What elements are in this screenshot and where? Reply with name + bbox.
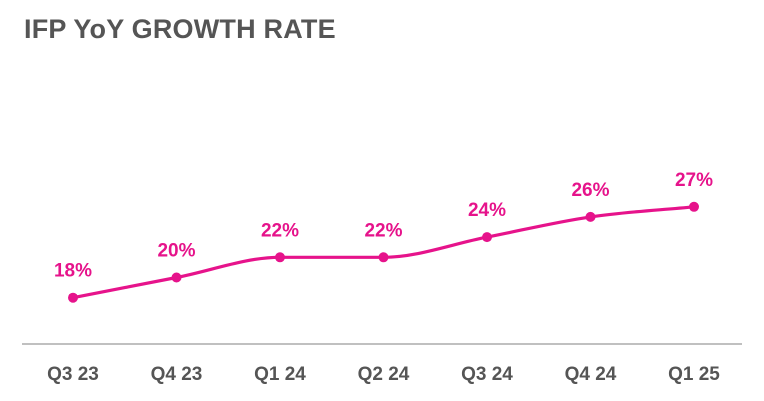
x-tick-labels: Q3 23 Q4 23 Q1 24 Q2 24 Q3 24 Q4 24 Q1 25 bbox=[47, 364, 720, 385]
data-label: 18% bbox=[54, 261, 92, 282]
data-point bbox=[378, 252, 389, 263]
data-point bbox=[68, 292, 78, 303]
data-label: 26% bbox=[571, 180, 609, 201]
chart-title: IFP YoY GROWTH RATE bbox=[24, 14, 336, 44]
data-point bbox=[689, 201, 699, 212]
x-tick-label: Q1 25 bbox=[668, 364, 720, 385]
data-label: 22% bbox=[364, 220, 402, 241]
data-labels: 18% 20% 22% 22% 24% 26% 27% bbox=[54, 170, 713, 282]
x-tick-label: Q3 23 bbox=[47, 364, 99, 385]
data-point bbox=[275, 252, 285, 263]
data-point bbox=[585, 211, 596, 222]
x-tick-label: Q4 24 bbox=[565, 364, 617, 385]
x-tick-label: Q2 24 bbox=[358, 364, 410, 385]
data-points bbox=[68, 201, 699, 303]
data-point bbox=[171, 272, 182, 283]
x-tick-label: Q1 24 bbox=[254, 364, 306, 385]
x-tick-label: Q4 23 bbox=[151, 364, 203, 385]
x-tick-label: Q3 24 bbox=[461, 364, 513, 385]
data-label: 22% bbox=[261, 220, 299, 241]
data-label: 27% bbox=[675, 170, 713, 191]
data-label: 20% bbox=[157, 241, 195, 262]
data-point bbox=[482, 232, 492, 243]
data-label: 24% bbox=[468, 200, 506, 221]
